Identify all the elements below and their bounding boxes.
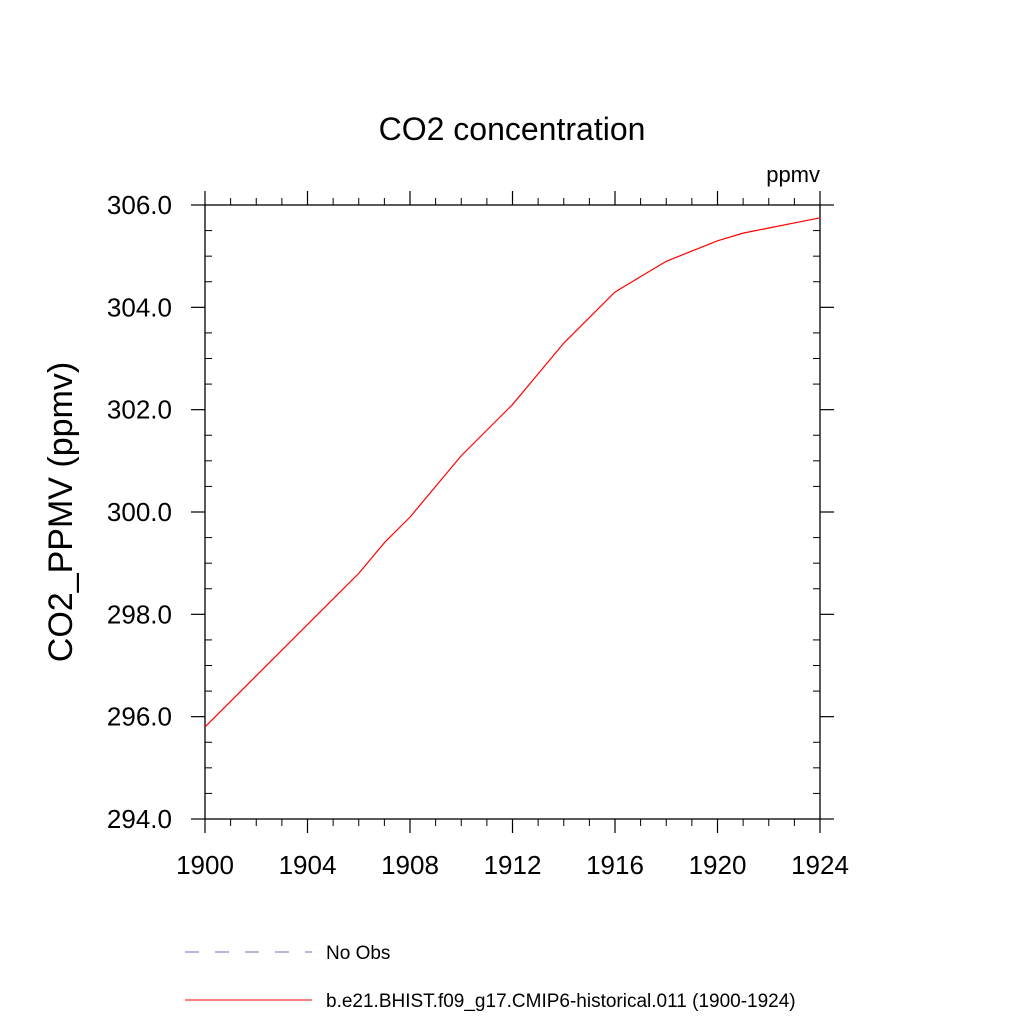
y-tick-label: 304.0	[107, 292, 172, 322]
legend-label-historical-run: b.e21.BHIST.f09_g17.CMIP6-historical.011…	[326, 991, 796, 1012]
x-tick-label: 1900	[176, 850, 234, 880]
y-tick-label: 298.0	[107, 599, 172, 629]
legend-label-no-obs: No Obs	[326, 943, 390, 964]
y-tick-label: 294.0	[107, 804, 172, 834]
x-tick-label: 1924	[791, 850, 849, 880]
y-axis-label: CO2_PPMV (ppmv)	[42, 362, 80, 662]
plot-frame	[204, 204, 821, 820]
tick-marks	[191, 191, 834, 833]
y-tick-label: 302.0	[107, 395, 172, 425]
y-tick-label: 296.0	[107, 702, 172, 732]
legend: No Obs b.e21.BHIST.f09_g17.CMIP6-histori…	[185, 943, 796, 1012]
x-tick-label: 1920	[689, 850, 747, 880]
units-label: ppmv	[766, 162, 820, 187]
x-tick-label: 1904	[279, 850, 337, 880]
y-tick-label: 306.0	[107, 190, 172, 220]
tick-labels: 1900 1904 1908 1912 1916 1920 1924 294.0 296.0 29…	[107, 190, 849, 880]
chart-title: CO2 concentration	[379, 111, 646, 147]
series-lines	[204, 217, 821, 728]
x-tick-label: 1916	[586, 850, 644, 880]
x-tick-label: 1912	[484, 850, 542, 880]
series-line-historical-run	[204, 217, 821, 728]
y-tick-label: 300.0	[107, 497, 172, 527]
x-tick-label: 1908	[381, 850, 439, 880]
